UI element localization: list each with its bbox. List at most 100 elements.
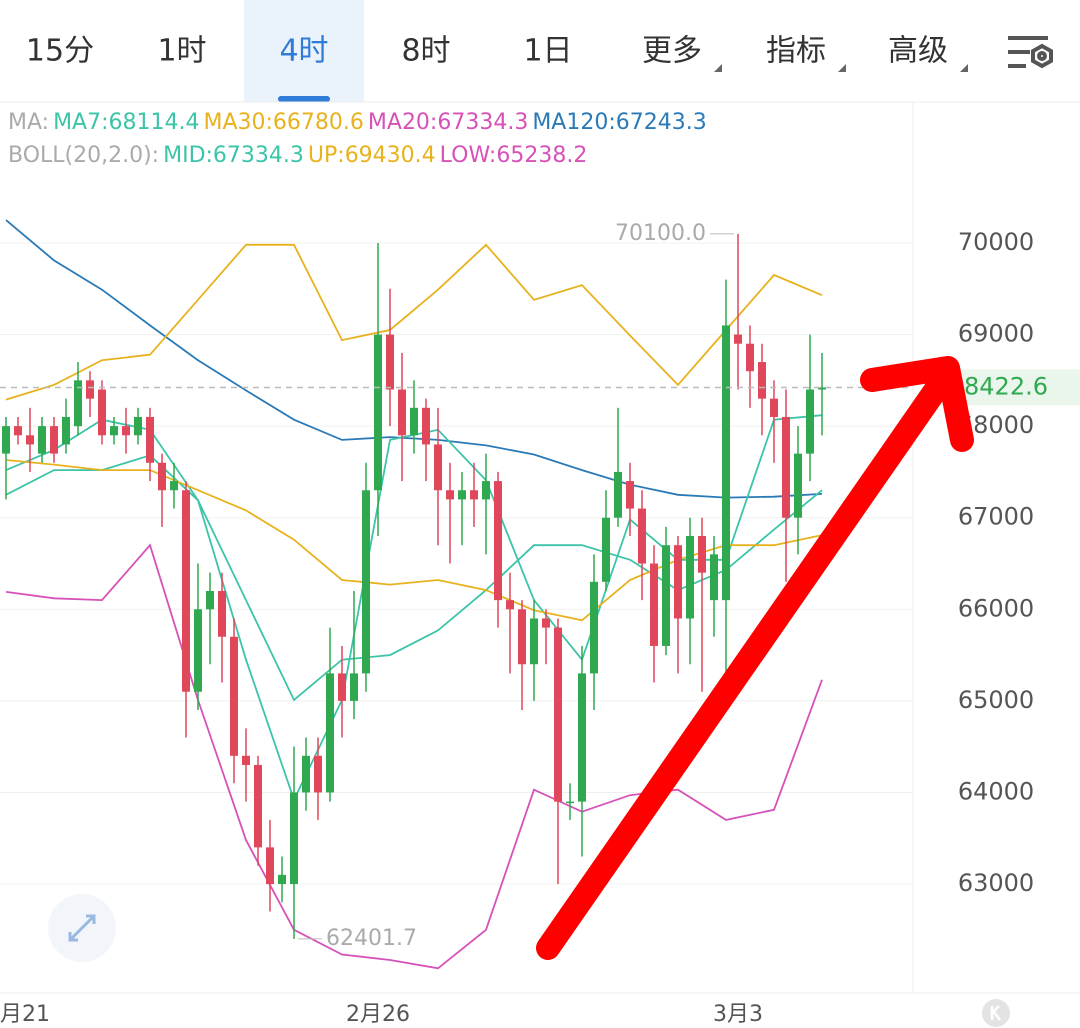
candle-body bbox=[602, 517, 610, 582]
indicator-line bbox=[5, 243, 823, 401]
legend-item: BOLL(20,2.0): bbox=[8, 143, 159, 168]
candle-body bbox=[650, 563, 658, 646]
candle-body bbox=[590, 581, 598, 674]
y-tick-label: 64000 bbox=[958, 777, 1034, 805]
candle-body bbox=[50, 426, 58, 454]
tab[interactable]: 15分 bbox=[26, 34, 94, 69]
candle-body bbox=[278, 874, 286, 885]
candle-body bbox=[578, 673, 586, 802]
legend-item: MA: bbox=[8, 110, 49, 135]
tab[interactable]: 更多 bbox=[642, 34, 702, 69]
y-tick-label: 65000 bbox=[958, 686, 1034, 714]
legend-item: MID:67334.3 bbox=[163, 143, 304, 168]
candle-body bbox=[794, 453, 802, 518]
tab[interactable]: 1日 bbox=[523, 34, 572, 69]
legend-row: BOLL(20,2.0): MID:67334.3 UP:69430.4 LOW:65… bbox=[8, 143, 587, 168]
candle-body bbox=[722, 325, 730, 601]
dropdown-caret bbox=[960, 64, 968, 72]
candle-body bbox=[290, 792, 298, 885]
candle-body bbox=[518, 609, 526, 665]
y-tick-label: 69000 bbox=[958, 320, 1034, 348]
active-tab-bg bbox=[244, 0, 364, 102]
candle-body bbox=[386, 334, 394, 390]
candle-body bbox=[314, 755, 322, 793]
candle-body bbox=[638, 508, 646, 564]
candle-body bbox=[350, 673, 358, 701]
candle-body bbox=[662, 545, 670, 646]
candle-body bbox=[158, 462, 166, 491]
expand-button[interactable] bbox=[48, 894, 116, 962]
candle-body bbox=[554, 627, 562, 802]
candle-body bbox=[698, 536, 706, 573]
x-tick-label: 2月26 bbox=[346, 1002, 410, 1027]
candle-body bbox=[482, 481, 490, 500]
candle-body bbox=[230, 636, 238, 756]
candle-body bbox=[770, 398, 778, 417]
candle-body bbox=[746, 343, 754, 372]
candle-body bbox=[242, 755, 250, 765]
tab-bar: 15分 1时 4时 8时 1日 更多 指标 高级 bbox=[26, 0, 968, 102]
y-tick-label: 63000 bbox=[958, 869, 1034, 897]
min-label: 62401.7 bbox=[326, 926, 417, 951]
candle-body bbox=[410, 407, 418, 436]
legend-item: MA30:66780.6 bbox=[203, 110, 363, 135]
candle-body bbox=[458, 490, 466, 500]
k-icon[interactable] bbox=[982, 999, 1010, 1027]
x-tick-label: 3月3 bbox=[713, 1002, 763, 1027]
candle-body bbox=[14, 426, 22, 436]
legend-item: MA20:67334.3 bbox=[368, 110, 528, 135]
candle-body bbox=[98, 389, 106, 436]
candle-body bbox=[182, 490, 190, 692]
y-tick-label: 67000 bbox=[958, 503, 1034, 531]
tab[interactable]: 8时 bbox=[401, 34, 450, 69]
y-tick-label: 70000 bbox=[958, 228, 1034, 256]
candle-body bbox=[614, 471, 622, 518]
tab[interactable]: 4时 bbox=[279, 34, 328, 69]
dropdown-caret bbox=[838, 64, 846, 72]
settings-icon[interactable] bbox=[1008, 36, 1053, 69]
candle-body bbox=[686, 536, 694, 619]
legend-item: MA120:67243.3 bbox=[532, 110, 706, 135]
candle-body bbox=[134, 416, 142, 436]
candle-body bbox=[194, 609, 202, 692]
candle-body bbox=[302, 755, 310, 793]
candle-body bbox=[734, 334, 742, 344]
tab[interactable]: 高级 bbox=[888, 34, 948, 69]
indicator-line bbox=[5, 543, 823, 970]
plot bbox=[0, 219, 913, 970]
candle-body bbox=[374, 334, 382, 491]
candle-body bbox=[26, 435, 34, 445]
candle-body bbox=[110, 426, 118, 436]
candle-body bbox=[326, 673, 334, 793]
candle-body bbox=[542, 618, 550, 628]
candle-body bbox=[566, 801, 574, 804]
candle-body bbox=[146, 416, 154, 463]
red-arrow bbox=[536, 356, 974, 960]
candle-body bbox=[74, 380, 82, 427]
candle-body bbox=[266, 847, 274, 885]
active-tab-underline bbox=[278, 96, 330, 102]
tab[interactable]: 指标 bbox=[766, 34, 826, 69]
candle-body bbox=[506, 600, 514, 610]
y-tick-label: 66000 bbox=[958, 594, 1034, 622]
candle-body bbox=[806, 389, 814, 454]
candle-body bbox=[434, 444, 442, 491]
indicator-line bbox=[5, 454, 823, 702]
legend-item: UP:69430.4 bbox=[308, 143, 436, 168]
candle-body bbox=[398, 389, 406, 436]
candle-body bbox=[206, 590, 214, 610]
x-tick-label: 2月21 bbox=[0, 1002, 50, 1027]
candle-body bbox=[2, 426, 10, 454]
candle-body bbox=[758, 362, 766, 399]
candle-body bbox=[122, 426, 130, 436]
candle-body bbox=[530, 618, 538, 665]
candle-body bbox=[218, 590, 226, 637]
candle-body bbox=[86, 380, 94, 399]
candle-body bbox=[626, 481, 634, 509]
legend-item: MA7:68114.4 bbox=[53, 110, 199, 135]
legend-item: LOW:65238.2 bbox=[440, 143, 588, 168]
candle-body bbox=[422, 407, 430, 445]
tab[interactable]: 1时 bbox=[157, 34, 206, 69]
candle-body bbox=[470, 490, 478, 500]
